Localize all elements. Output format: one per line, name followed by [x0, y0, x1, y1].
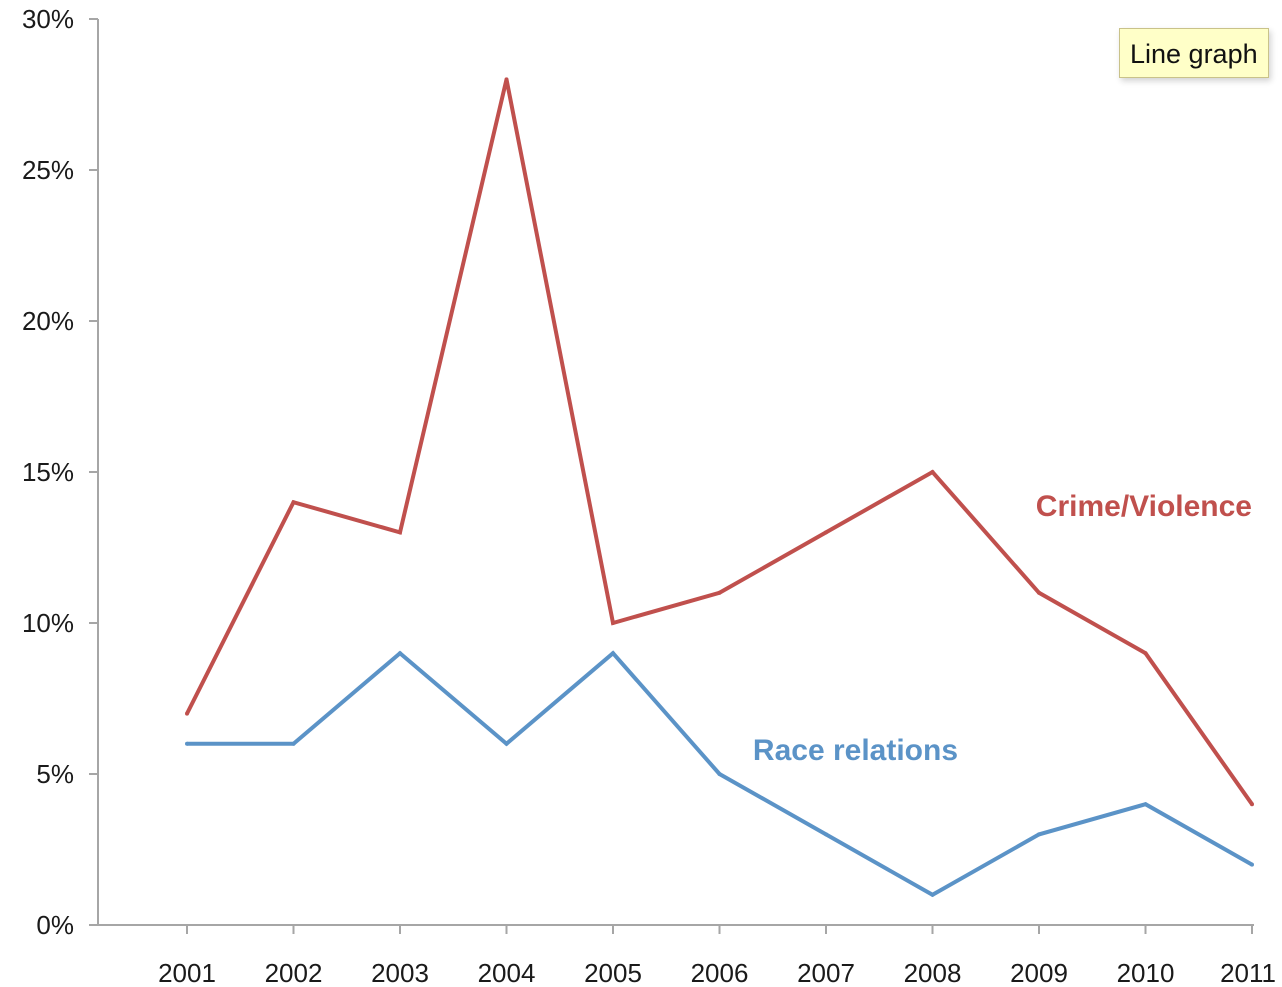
x-axis: 2001 2002 2003 2004 2005 2006 2007 2008 2009 2010…	[98, 924, 1276, 987]
x-tick-label: 2010	[1117, 958, 1175, 987]
tooltip: Line graph	[1119, 28, 1269, 78]
y-tick-label: 25%	[22, 155, 74, 185]
y-tick-label: 20%	[22, 306, 74, 336]
data-point	[504, 77, 509, 82]
data-point	[1143, 802, 1148, 807]
x-tick-label: 2002	[265, 958, 323, 987]
y-axis: 0% 5% 10% 15% 20% 25% 30%	[22, 4, 99, 940]
data-point	[1143, 651, 1148, 656]
data-point	[398, 530, 402, 535]
y-tick-label: 0%	[36, 910, 74, 940]
data-point	[185, 711, 189, 716]
x-tick-label: 2005	[584, 958, 642, 987]
series-label: Crime/Violence	[1036, 490, 1252, 523]
data-point	[1250, 802, 1254, 807]
y-tick-label: 5%	[36, 759, 74, 789]
x-tick-label: 2003	[371, 958, 429, 987]
data-point	[291, 500, 296, 505]
y-tick-label: 30%	[22, 4, 74, 34]
x-tick-label: 2008	[904, 958, 962, 987]
data-point	[1037, 832, 1041, 837]
data-point	[717, 590, 722, 595]
data-point	[398, 651, 402, 656]
x-tick-label: 2007	[797, 958, 855, 987]
x-tick-label: 2009	[1010, 958, 1068, 987]
x-tick-label: 2004	[478, 958, 536, 987]
y-tick-label: 10%	[22, 608, 74, 638]
series-label: Race relations	[753, 734, 958, 767]
x-tick-label: 2011	[1220, 958, 1276, 987]
series-line-crime-violence	[185, 78, 1254, 806]
series-lines	[185, 77, 1254, 898]
y-tick-label: 15%	[22, 457, 74, 487]
data-point	[291, 741, 296, 746]
data-point	[824, 832, 828, 837]
data-point	[185, 741, 189, 746]
data-point	[1037, 590, 1041, 595]
data-point	[824, 530, 828, 535]
x-tick-label: 2006	[691, 958, 749, 987]
data-point	[930, 470, 935, 474]
data-point	[611, 621, 615, 625]
data-point	[1250, 862, 1254, 867]
data-point	[611, 651, 615, 656]
data-point	[717, 772, 722, 776]
data-point	[504, 741, 509, 746]
data-point	[930, 892, 935, 897]
x-tick-label: 2001	[158, 958, 216, 987]
series-labels: Crime/Violence Race relations	[753, 490, 1252, 767]
